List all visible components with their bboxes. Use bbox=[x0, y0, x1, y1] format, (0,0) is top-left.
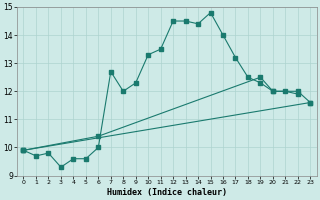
X-axis label: Humidex (Indice chaleur): Humidex (Indice chaleur) bbox=[107, 188, 227, 197]
